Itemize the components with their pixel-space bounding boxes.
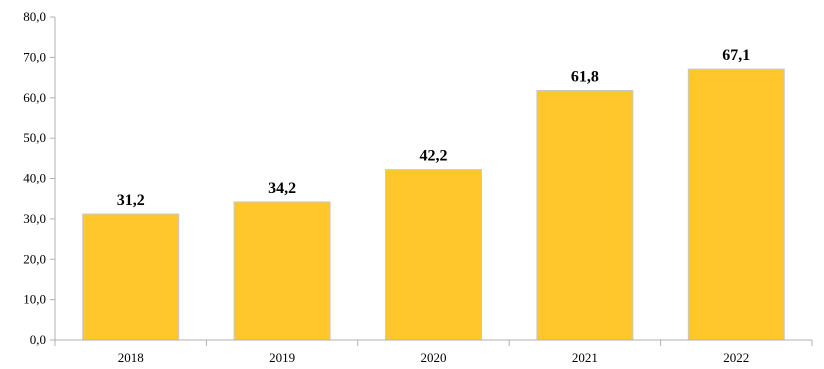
- y-tick-label: 70,0: [23, 49, 46, 64]
- data-label-2021: 61,8: [571, 68, 599, 85]
- x-tick-label-2022: 2022: [723, 350, 749, 365]
- y-tick-label: 80,0: [23, 9, 46, 24]
- data-label-2022: 67,1: [722, 47, 750, 64]
- y-tick-label: 0,0: [30, 332, 46, 347]
- bars: 31,2 34,2 42,2 61,8 67,1: [82, 47, 785, 341]
- data-label-2019: 34,2: [268, 180, 296, 197]
- x-tick-label-2020: 2020: [421, 350, 447, 365]
- x-tick-label-2021: 2021: [572, 350, 598, 365]
- bar-2019: [233, 201, 331, 341]
- y-tick-label: 20,0: [23, 251, 46, 266]
- data-label-2018: 31,2: [117, 192, 145, 209]
- y-axis: 0,0 10,0 20,0 30,0 40,0 50,0 60,0 70,0 80,0: [23, 9, 56, 347]
- bar-2021: [536, 89, 634, 341]
- bar-2020: [385, 169, 482, 341]
- y-tick-label: 10,0: [23, 292, 46, 307]
- y-tick-label: 60,0: [23, 90, 46, 105]
- bar-2022: [687, 68, 785, 341]
- x-tick-label-2018: 2018: [118, 350, 144, 365]
- y-tick-label: 30,0: [23, 211, 46, 226]
- x-tick-label-2019: 2019: [269, 350, 295, 365]
- data-label-2020: 42,2: [420, 148, 448, 165]
- y-tick-label: 40,0: [23, 171, 46, 186]
- bar-2018: [82, 213, 180, 341]
- y-tick-label: 50,0: [23, 130, 46, 145]
- x-axis: 2018 2019 2020 2021 2022: [54, 339, 813, 365]
